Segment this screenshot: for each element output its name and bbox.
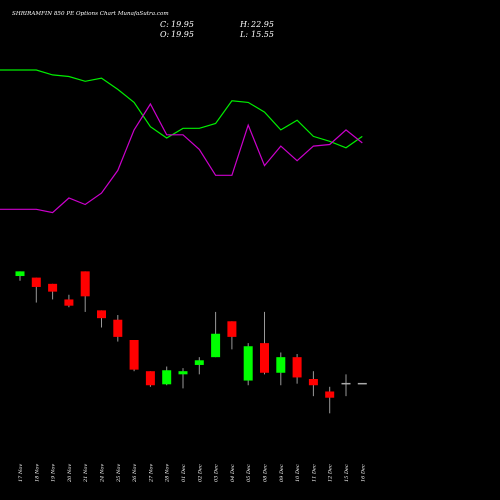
green-indicator-line xyxy=(0,69,363,149)
indicator-lines xyxy=(0,69,363,214)
x-tick-label: 05 Dec xyxy=(246,464,252,482)
x-tick-label: 16 Dec xyxy=(360,464,366,482)
candle-body xyxy=(129,340,139,370)
candle-body xyxy=(276,357,286,373)
x-tick-label: 03 Dec xyxy=(214,464,220,482)
x-tick-label: 09 Dec xyxy=(279,464,285,482)
candlesticks xyxy=(15,271,367,414)
x-tick-label: 20 Nov xyxy=(67,464,73,483)
x-tick-label: 18 Nov xyxy=(34,464,40,482)
x-tick-label: 01 Dec xyxy=(181,464,187,482)
x-tick-label: 28 Nov xyxy=(165,464,171,483)
candle-body xyxy=(243,346,253,381)
ohlc-open-label: O: xyxy=(160,30,170,39)
ohlc-high-label: H: xyxy=(239,20,250,29)
candle-body xyxy=(15,271,25,277)
candle-body xyxy=(211,333,221,358)
candle-body xyxy=(308,379,318,386)
candle-body xyxy=(325,391,335,398)
x-tick-label: 25 Nov xyxy=(116,464,122,483)
candle-body xyxy=(292,357,302,378)
x-tick-label: 11 Dec xyxy=(311,464,317,482)
ohlc-low-label: L: xyxy=(239,30,248,39)
x-tick-label: 12 Dec xyxy=(328,464,334,482)
x-tick-label: 21 Nov xyxy=(83,464,89,483)
x-tick-label: 24 Nov xyxy=(100,464,106,483)
x-tick-label: 26 Nov xyxy=(132,464,138,483)
magenta-indicator-line xyxy=(0,102,363,214)
x-tick-label: 10 Dec xyxy=(295,464,301,482)
x-tick-label: 15 Dec xyxy=(344,464,350,482)
candle-body xyxy=(48,283,58,292)
chart-title: SHRIRAMFIN 850 PE Options Chart MunafaSu… xyxy=(12,11,169,17)
x-tick-label: 17 Nov xyxy=(18,464,24,482)
candle-body xyxy=(97,310,106,319)
candle-body xyxy=(31,277,41,287)
candle-body xyxy=(194,360,204,365)
candle-body xyxy=(145,371,155,386)
candle-body xyxy=(113,319,123,337)
candle-body xyxy=(178,371,188,375)
ohlc-low-value: 15.55 xyxy=(251,30,274,39)
x-tick-label: 04 Dec xyxy=(230,464,236,482)
x-tick-label: 08 Dec xyxy=(263,464,269,482)
ohlc-open-value: 19.95 xyxy=(171,30,194,39)
candle-body xyxy=(260,343,269,373)
candle-body xyxy=(80,271,90,297)
candle-body xyxy=(64,299,74,306)
candle-body xyxy=(162,370,172,385)
candle-body xyxy=(227,321,237,337)
ohlc-close-label: C: xyxy=(160,20,169,29)
ohlc-high-value: 22.95 xyxy=(250,20,274,29)
x-tick-label: 02 Dec xyxy=(197,464,203,482)
x-tick-label: 27 Nov xyxy=(148,464,154,483)
ohlc-close-value: 19.95 xyxy=(171,20,194,29)
x-axis-ticks: 17 Nov 18 Nov 19 Nov 20 Nov 21 Nov 24 Nov 25 N… xyxy=(18,464,366,483)
x-tick-label: 19 Nov xyxy=(51,464,57,482)
